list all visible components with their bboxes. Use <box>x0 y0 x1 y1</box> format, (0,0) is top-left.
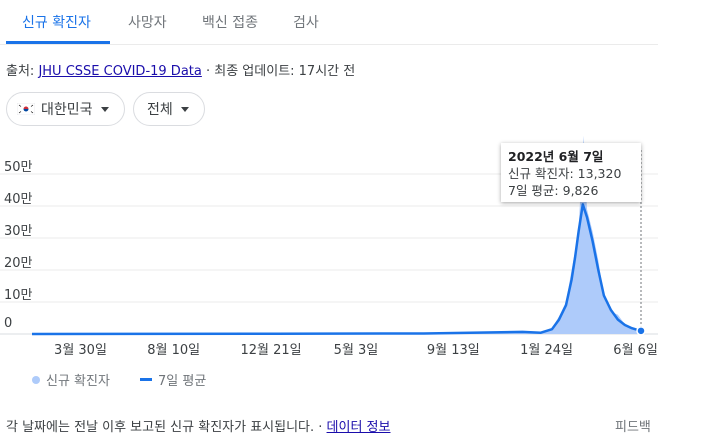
active-tab-indicator <box>6 41 110 44</box>
y-tick-label: 20만 <box>4 256 33 271</box>
tooltip-average: 7일 평균: 9,826 <box>508 183 599 198</box>
tooltip-new-cases: 신규 확진자: 13,320 <box>508 166 622 181</box>
tab-vaccinations[interactable]: 백신 접종 <box>202 15 258 31</box>
feedback-link[interactable]: 피드백 <box>615 420 651 435</box>
country-select[interactable]: 대한민국 <box>6 92 125 126</box>
tab-deaths[interactable]: 사망자 <box>128 15 167 31</box>
x-tick-label: 5월 3일 <box>333 343 379 358</box>
new-cases-area <box>32 135 641 334</box>
footer-text: 각 날짜에는 전날 이후 보고된 신규 확진자가 표시됩니다. · <box>6 420 327 435</box>
x-tick-label: 1월 24일 <box>520 343 573 358</box>
range-label: 전체 <box>147 102 173 118</box>
x-tick-label: 9월 13일 <box>426 343 480 358</box>
legend-new-cases: 신규 확진자 <box>32 370 110 389</box>
footer-note: 각 날짜에는 전날 이후 보고된 신규 확진자가 표시됩니다. · 데이터 정보 <box>6 416 390 435</box>
legend-new-cases-label: 신규 확진자 <box>46 374 110 389</box>
chart-tooltip: 2022년 6월 7일 신규 확진자: 13,320 7일 평균: 9,826 <box>501 143 641 202</box>
south-korea-flag-icon <box>17 103 35 115</box>
tab-tests[interactable]: 검사 <box>293 15 319 31</box>
source-line: 출처: JHU CSSE COVID-19 Data · 최종 업데이트: 17… <box>6 60 355 79</box>
source-prefix: 출처: <box>6 64 39 79</box>
dropdown-caret-icon <box>180 106 189 112</box>
x-tick-label: 12월 21일 <box>240 343 302 358</box>
range-select[interactable]: 전체 <box>133 92 205 126</box>
y-tick-label: 0 <box>4 316 13 331</box>
x-tick-label: 6월 6일 <box>613 343 658 358</box>
y-tick-label: 40만 <box>4 192 33 207</box>
tooltip-date: 2022년 6월 7일 <box>508 149 604 164</box>
seven-day-average-line <box>31 203 642 336</box>
y-tick-label: 30만 <box>4 224 33 239</box>
legend-average: 7일 평균 <box>140 370 206 389</box>
legend-average-label: 7일 평균 <box>158 374 207 389</box>
legend-dot-icon <box>32 375 40 384</box>
data-info-link[interactable]: 데이터 정보 <box>326 420 391 435</box>
y-tick-label: 10만 <box>4 288 33 303</box>
x-tick-label: 3월 30일 <box>54 343 107 358</box>
dropdown-caret-icon <box>100 106 109 112</box>
source-link[interactable]: JHU CSSE COVID-19 Data <box>38 64 202 79</box>
hover-point <box>636 326 646 336</box>
y-tick-label: 50만 <box>4 160 33 175</box>
legend-line-icon <box>140 378 152 381</box>
chart-tabs: 신규 확진자 사망자 백신 접종 검사 <box>0 0 658 45</box>
x-tick-label: 8월 10일 <box>147 343 201 358</box>
tab-new-cases[interactable]: 신규 확진자 <box>22 15 91 31</box>
last-updated: · 최종 업데이트: 17시간 전 <box>201 64 356 79</box>
country-label: 대한민국 <box>41 102 93 118</box>
